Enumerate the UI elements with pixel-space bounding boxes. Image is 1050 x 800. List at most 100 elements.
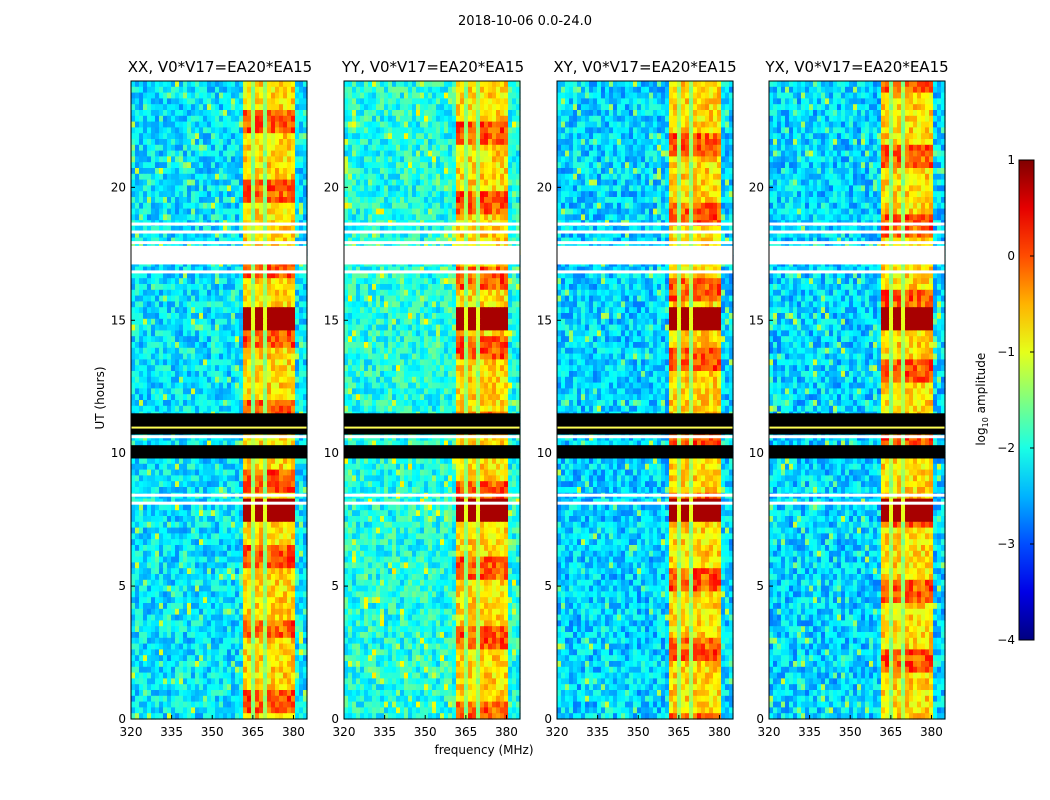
- heatmap-cell: [159, 353, 164, 360]
- heatmap-cell: [131, 672, 136, 679]
- heatmap-cell: [291, 510, 296, 517]
- heatmap-cell: [267, 301, 272, 308]
- heatmap-cell: [444, 81, 449, 88]
- heatmap-cell: [171, 620, 176, 627]
- heatmap-cell: [223, 568, 228, 575]
- heatmap-cell: [147, 98, 152, 105]
- heatmap-cell: [215, 690, 220, 697]
- heatmap-cell: [295, 620, 300, 627]
- heatmap-cell: [147, 168, 152, 175]
- heatmap-cell: [211, 359, 216, 366]
- heatmap-cell: [259, 632, 264, 639]
- heatmap-cell: [263, 458, 268, 465]
- heatmap-cell: [223, 655, 228, 662]
- heatmap-cell: [139, 626, 144, 633]
- heatmap-cell: [211, 440, 216, 447]
- heatmap-cell: [203, 655, 208, 662]
- heatmap-cell: [139, 133, 144, 140]
- heatmap-cell: [283, 579, 288, 587]
- heatmap-cell: [295, 365, 300, 372]
- heatmap-cell: [139, 643, 144, 650]
- heatmap-cell: [147, 173, 152, 181]
- heatmap-cell: [227, 173, 232, 181]
- heatmap-cell: [143, 690, 148, 697]
- heatmap-cell: [299, 202, 304, 210]
- heatmap-cell: [219, 278, 224, 285]
- heatmap-cell: [203, 295, 208, 302]
- heatmap-cell: [207, 139, 212, 146]
- heatmap-cell: [303, 643, 308, 650]
- heatmap-cell: [231, 92, 236, 99]
- heatmap-cell: [131, 133, 136, 140]
- heatmap-cell: [203, 133, 208, 140]
- heatmap-cell: [187, 637, 192, 645]
- heatmap-cell: [275, 301, 280, 308]
- heatmap-cell: [271, 637, 276, 645]
- heatmap-cell: [251, 173, 256, 181]
- heatmap-cell: [223, 144, 228, 152]
- heatmap-cell: [143, 318, 148, 326]
- heatmap-cell: [199, 620, 204, 627]
- heatmap-cell: [251, 637, 256, 645]
- heatmap-cell: [219, 626, 224, 633]
- heatmap-cell: [303, 121, 308, 128]
- heatmap-cell: [131, 330, 136, 337]
- heatmap-cell: [163, 405, 168, 413]
- heatmap-cell: [139, 562, 144, 569]
- heatmap-cell: [279, 237, 284, 244]
- heatmap-cell: [179, 133, 184, 140]
- heatmap-cell: [155, 371, 160, 378]
- heatmap-cell: [219, 81, 224, 88]
- heatmap-cell: [167, 191, 172, 198]
- heatmap-cell: [207, 324, 212, 331]
- heatmap-cell: [207, 614, 212, 621]
- heatmap-cell: [135, 365, 140, 372]
- heatmap-cell: [191, 266, 196, 273]
- heatmap-cell: [155, 695, 160, 703]
- heatmap-cell: [372, 81, 377, 88]
- heatmap-cell: [231, 313, 236, 320]
- heatmap-cell: [283, 550, 288, 558]
- heatmap-cell: [271, 701, 276, 708]
- heatmap-cell: [255, 458, 260, 465]
- heatmap-cell: [203, 521, 208, 529]
- heatmap-cell: [247, 695, 252, 703]
- heatmap-cell: [151, 405, 156, 413]
- heatmap-cell: [207, 527, 212, 534]
- heatmap-cell: [187, 266, 192, 273]
- heatmap-cell: [231, 550, 236, 558]
- heatmap-cell: [211, 533, 216, 540]
- heatmap-cell: [139, 98, 144, 105]
- heatmap-cell: [295, 672, 300, 679]
- heatmap-cell: [155, 353, 160, 360]
- heatmap-cell: [215, 237, 220, 244]
- heatmap-cell: [191, 527, 196, 534]
- heatmap-cell: [291, 695, 296, 703]
- heatmap-cell: [175, 539, 180, 546]
- heatmap-cell: [211, 371, 216, 378]
- heatmap-cell: [271, 643, 276, 650]
- heatmap-cell: [135, 463, 140, 471]
- heatmap-cell: [259, 376, 264, 384]
- heatmap-cell: [275, 603, 280, 610]
- heatmap-cell: [303, 266, 308, 273]
- heatmap-cell: [243, 388, 248, 395]
- heatmap-cell: [295, 295, 300, 302]
- heatmap-cell: [223, 603, 228, 610]
- heatmap-cell: [211, 666, 216, 674]
- heatmap-cell: [303, 632, 308, 639]
- heatmap-cell: [255, 690, 260, 697]
- heatmap-cell: [179, 400, 184, 407]
- heatmap-cell: [139, 649, 144, 656]
- heatmap-cell: [139, 469, 144, 476]
- heatmap-cell: [227, 115, 232, 123]
- heatmap-cell: [163, 197, 168, 204]
- heatmap-cell: [267, 139, 272, 146]
- heatmap-cell: [163, 695, 168, 703]
- heatmap-cell: [147, 637, 152, 645]
- heatmap-cell: [167, 533, 172, 540]
- heatmap-cell: [159, 521, 164, 529]
- heatmap-cell: [143, 231, 148, 239]
- heatmap-cell: [175, 533, 180, 540]
- heatmap-cell: [187, 533, 192, 540]
